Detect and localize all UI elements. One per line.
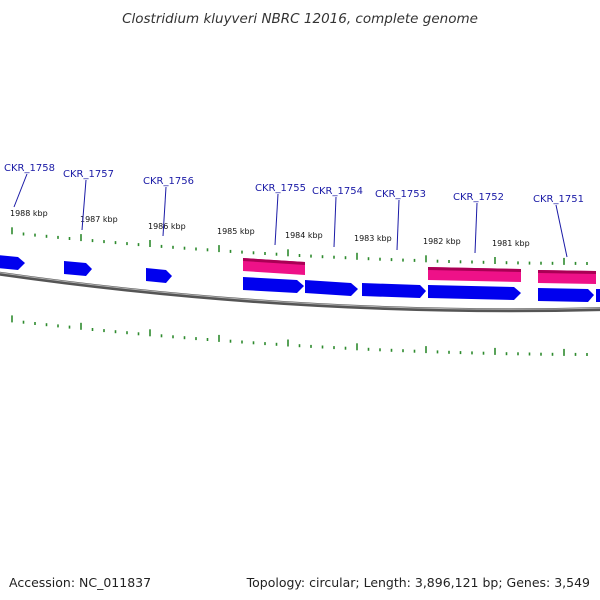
forward-genes xyxy=(0,255,600,302)
leader-line-1754 xyxy=(333,196,337,248)
gene-arrow-ckr-1753 xyxy=(362,283,426,298)
topology-text: Topology: circular; Length: 3,896,121 bp… xyxy=(246,575,590,590)
kbp-label-1984: 1984 kbp xyxy=(285,231,323,240)
gene-label-ckr-1753: CKR_1753 xyxy=(375,189,426,200)
kbp-label-1985: 1985 kbp xyxy=(217,227,255,236)
gene-label-ckr-1758: CKR_1758 xyxy=(4,163,55,174)
rna-feature-ckr-1755-shade xyxy=(243,258,305,265)
kbp-label-1987: 1987 kbp xyxy=(80,215,118,224)
gene-arrow-ckr-1758 xyxy=(0,255,25,270)
leader-line-1758 xyxy=(13,173,28,208)
gene-arrow-ckr-1754 xyxy=(305,280,358,296)
leader-line-1753 xyxy=(396,199,400,251)
kbp-label-1983: 1983 kbp xyxy=(354,234,392,243)
rna-feature-ckr-1752-shade xyxy=(428,267,521,272)
rna-features xyxy=(243,258,596,284)
kbp-label-1982: 1982 kbp xyxy=(423,237,461,246)
kbp-label-1981: 1981 kbp xyxy=(492,239,530,248)
leader-line-1755 xyxy=(274,193,279,246)
kbp-label-1986: 1986 kbp xyxy=(148,222,186,231)
kbp-label-1988: 1988 kbp xyxy=(10,209,48,218)
gene-label-ckr-1756: CKR_1756 xyxy=(143,176,194,187)
outer-tick-ring xyxy=(11,227,588,265)
genome-backbone xyxy=(0,271,600,313)
leader-line-1752 xyxy=(474,202,478,254)
gene-label-ckr-1754: CKR_1754 xyxy=(312,186,363,197)
gene-arrow-ckr-1750-partial xyxy=(596,289,600,302)
kbp-labels: 1988 kbp 1987 kbp 1986 kbp 1985 kbp 1984… xyxy=(10,209,530,248)
gene-label-ckr-1752: CKR_1752 xyxy=(453,192,504,203)
gene-arrow-ckr-1756 xyxy=(146,268,172,283)
leader-line-1757 xyxy=(81,179,87,231)
gene-label-ckr-1751: CKR_1751 xyxy=(533,194,584,205)
leader-line-1751 xyxy=(555,204,568,258)
rna-feature-ckr-1751-shade xyxy=(538,270,596,274)
gene-arrow-ckr-1752 xyxy=(428,285,521,300)
gene-arrow-ckr-1755 xyxy=(243,277,304,293)
gene-arrow-ckr-1757 xyxy=(64,261,92,276)
leader-line-1756 xyxy=(162,186,167,237)
gene-label-ckr-1755: CKR_1755 xyxy=(255,183,306,194)
genome-backbone-highlight xyxy=(0,272,600,310)
map-title: Clostridium kluyveri NBRC 12016, complet… xyxy=(122,11,478,27)
gene-leader-lines xyxy=(13,173,568,258)
gene-label-ckr-1757: CKR_1757 xyxy=(63,169,114,180)
inner-tick-ring xyxy=(11,315,588,356)
accession-text: Accession: NC_011837 xyxy=(9,575,152,590)
gene-arrow-ckr-1751 xyxy=(538,288,594,302)
gene-labels: CKR_1758 CKR_1757 CKR_1756 CKR_1755 CKR_… xyxy=(4,163,584,205)
